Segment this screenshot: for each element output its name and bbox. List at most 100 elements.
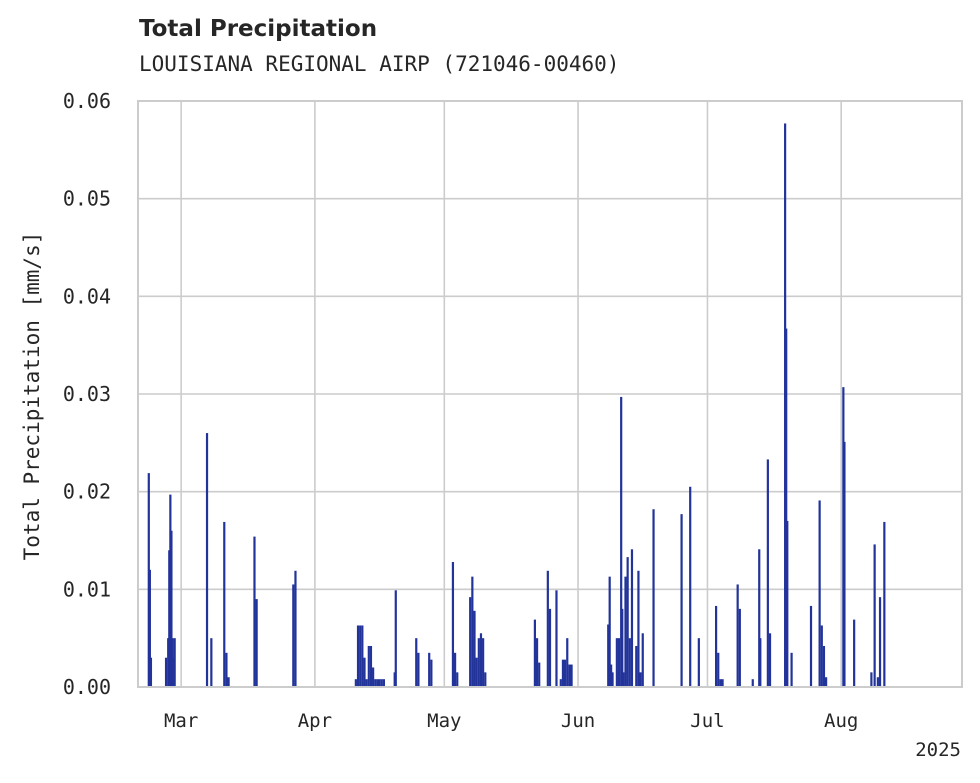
precip-bar xyxy=(453,652,457,687)
x-tick-label: Jun xyxy=(561,710,595,732)
precip-bar xyxy=(473,610,476,687)
precip-bar xyxy=(533,619,536,687)
precip-bar xyxy=(484,672,487,687)
precip-bar xyxy=(469,597,472,687)
precip-bar xyxy=(456,672,459,687)
precip-bar xyxy=(417,652,420,687)
x-tick-label: Jul xyxy=(690,710,724,732)
precip-bar xyxy=(610,664,613,687)
precip-bar xyxy=(822,645,826,687)
precip-bar xyxy=(697,638,700,687)
precip-bar xyxy=(292,584,295,687)
precip-bar xyxy=(430,659,433,687)
precip-bar xyxy=(876,677,879,687)
precip-bar xyxy=(825,677,828,687)
precip-bar xyxy=(759,638,762,687)
precip-bar xyxy=(873,544,876,687)
y-tick-label: 0.02 xyxy=(63,480,111,504)
precip-bar xyxy=(372,667,375,687)
x-tick-label: Aug xyxy=(824,710,858,732)
precip-bar xyxy=(820,625,823,687)
x-year-label: 2025 xyxy=(915,739,961,761)
precip-bar xyxy=(637,570,640,687)
precip-bar xyxy=(758,549,761,687)
precip-bar xyxy=(210,638,213,687)
precip-bar xyxy=(878,597,882,687)
precip-bar xyxy=(570,664,573,687)
precip-bar xyxy=(148,569,151,687)
precip-bar xyxy=(566,638,569,687)
precip-bar xyxy=(843,441,846,687)
precip-bar xyxy=(738,608,741,687)
x-tick-label: May xyxy=(427,710,461,732)
plot-frame xyxy=(137,100,963,688)
precip-bar xyxy=(367,645,370,687)
precip-bar xyxy=(482,638,485,687)
precip-bar xyxy=(546,570,549,687)
precip-bar xyxy=(205,433,209,687)
chart-subtitle: LOUISIANA REGIONAL AIRP (721046-00460) xyxy=(139,52,620,76)
precip-bar xyxy=(689,486,692,687)
precip-bar xyxy=(853,619,856,687)
precip-bar xyxy=(751,679,754,687)
precip-bar xyxy=(170,530,173,687)
precip-bar xyxy=(717,652,720,687)
precip-bar xyxy=(451,561,455,687)
precip-bar xyxy=(883,521,886,687)
y-tick-label: 0.04 xyxy=(63,284,111,308)
precip-bar xyxy=(471,576,474,687)
x-tick-label: Apr xyxy=(298,710,332,732)
precip-bar xyxy=(164,657,168,687)
precip-bar xyxy=(626,557,629,687)
precip-bar xyxy=(680,514,683,687)
y-tick-label: 0.01 xyxy=(63,577,111,601)
precip-bar xyxy=(354,679,357,687)
precip-bar xyxy=(564,659,567,687)
precip-bar xyxy=(635,645,638,687)
precip-bar xyxy=(227,677,230,687)
precip-bar xyxy=(624,576,627,687)
precip-bar xyxy=(548,608,552,687)
precip-bar xyxy=(382,679,386,687)
precip-bar xyxy=(818,500,821,687)
precip-bar xyxy=(255,599,258,687)
precip-bar xyxy=(617,638,621,687)
precip-bar xyxy=(714,605,718,687)
precip-bar xyxy=(369,645,373,687)
precip-bar xyxy=(607,624,610,687)
precip-bar xyxy=(149,657,153,687)
precip-bar xyxy=(719,679,722,687)
precip-bar xyxy=(428,652,431,687)
precip-bar xyxy=(611,672,614,687)
y-tick-label: 0.03 xyxy=(63,382,111,406)
precip-bar xyxy=(538,662,541,687)
precip-bar xyxy=(356,625,360,687)
precip-bar xyxy=(766,459,769,687)
precip-bar xyxy=(223,521,226,687)
precip-bar xyxy=(620,396,623,687)
precip-bar xyxy=(641,633,644,687)
precip-bar xyxy=(870,672,873,687)
precip-bar xyxy=(559,679,562,687)
precip-bar xyxy=(652,509,655,687)
precip-bar xyxy=(721,679,724,687)
precip-bar xyxy=(561,659,565,687)
precip-bar xyxy=(628,638,631,687)
bar-series xyxy=(147,123,886,687)
x-tick-label: Mar xyxy=(164,710,198,732)
grid xyxy=(138,100,962,688)
precip-bar xyxy=(630,549,634,687)
precip-bar xyxy=(475,657,478,687)
y-tick-label: 0.05 xyxy=(63,187,111,211)
precip-bar xyxy=(639,672,642,687)
precip-bar xyxy=(365,679,368,687)
x-tick-labels: Mar Apr May Jun Jul Aug xyxy=(164,710,858,732)
precip-bar xyxy=(785,328,788,687)
precip-bar xyxy=(568,664,571,687)
precip-bar xyxy=(535,638,539,687)
precip-bar xyxy=(736,584,739,687)
precip-bar xyxy=(479,633,483,687)
chart-title: Total Precipitation xyxy=(139,16,378,42)
precip-bar xyxy=(621,608,624,687)
